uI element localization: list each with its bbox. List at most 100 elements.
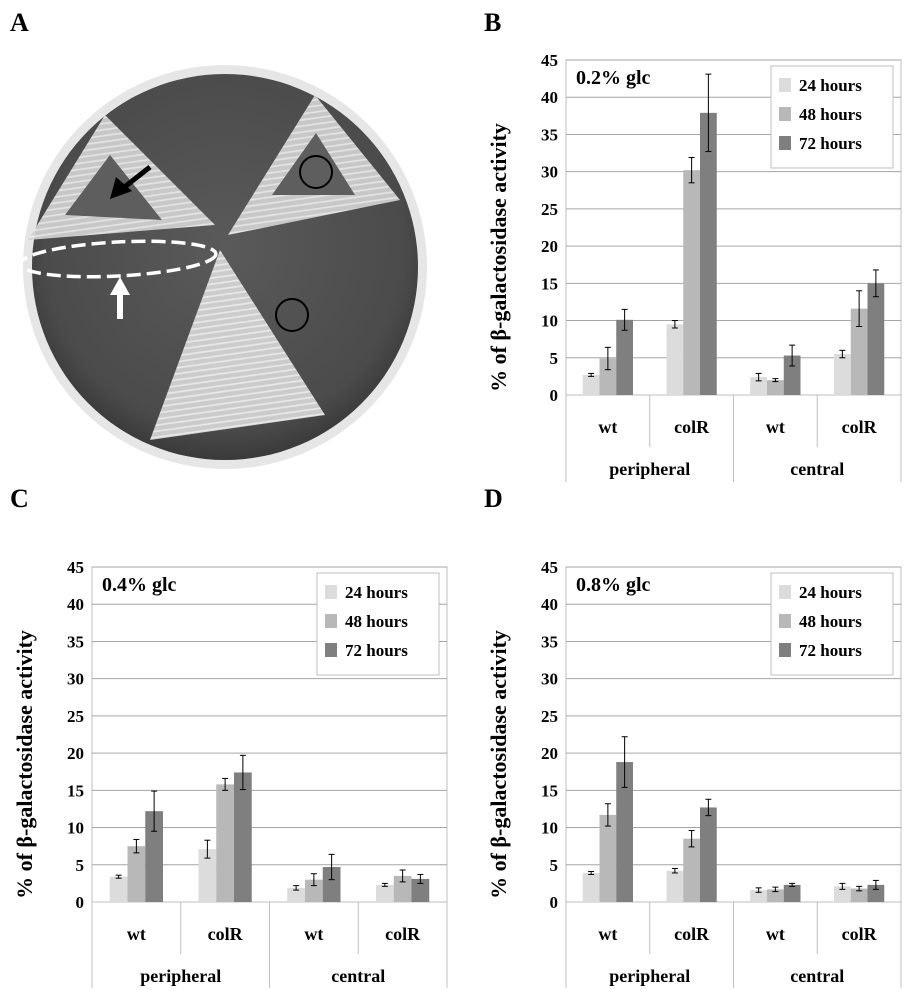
x-tick-label: wt <box>304 924 323 944</box>
x-tick-label: wt <box>766 417 785 437</box>
legend-swatch <box>325 643 337 657</box>
group-label: peripheral <box>609 966 690 986</box>
bar <box>783 355 801 395</box>
bar <box>145 811 163 902</box>
legend-swatch <box>779 643 791 657</box>
bar <box>700 112 717 395</box>
chart-title: 0.8% glc <box>576 574 651 596</box>
bar <box>750 377 767 395</box>
panel-letter-c: C <box>10 484 29 513</box>
legend-label: 72 hours <box>799 641 862 660</box>
bar <box>666 870 684 902</box>
y-tick-label: 25 <box>541 200 558 219</box>
chart-c: 0 5 10 15 20 25 30 35 40 45 % of β-galactosidase a… <box>12 558 448 988</box>
legend-swatch <box>779 585 791 599</box>
x-tick-label: colR <box>674 417 710 437</box>
sample-circle-top <box>299 155 333 189</box>
y-tick-label: 20 <box>541 744 558 763</box>
y-tick-label: 40 <box>541 88 558 107</box>
y-tick-label: 15 <box>541 781 558 800</box>
y-tick-label: 5 <box>550 856 559 875</box>
bar <box>411 878 430 902</box>
bar <box>850 308 868 395</box>
panel-letter-d: D <box>484 484 503 513</box>
legend-label: 24 hours <box>799 76 862 95</box>
y-tick-label: 25 <box>67 707 84 726</box>
legend-swatch <box>779 614 791 628</box>
x-tick-label: colR <box>842 924 878 944</box>
legend-label: 24 hours <box>345 583 408 602</box>
bar <box>109 876 128 902</box>
legend-swatch <box>325 585 337 599</box>
y-tick-label: 0 <box>550 893 559 912</box>
petri-dish-photo <box>10 55 440 485</box>
x-tick-label: wt <box>127 924 146 944</box>
chart-b: 0 5 10 15 20 25 30 35 40 45 % of β-galactosidase a… <box>486 51 902 482</box>
y-tick-label: 5 <box>550 349 559 368</box>
bar <box>616 762 633 902</box>
bar <box>700 807 717 902</box>
group-label: peripheral <box>140 966 221 986</box>
group-label: central <box>790 459 844 479</box>
bar <box>127 846 146 902</box>
y-tick-label: 40 <box>541 595 558 614</box>
chart-title: 0.2% glc <box>576 67 651 89</box>
legend-swatch <box>779 78 791 92</box>
bar <box>767 889 784 902</box>
y-axis-label: % of β-galactosidase activity <box>486 123 511 392</box>
bar <box>582 872 600 902</box>
streak-right-inner <box>272 133 355 195</box>
bar <box>750 890 767 902</box>
y-tick-label: 35 <box>541 632 558 651</box>
legend-swatch <box>779 136 791 150</box>
y-tick-label: 45 <box>67 558 84 577</box>
legend-label: 72 hours <box>345 641 408 660</box>
y-tick-label: 25 <box>541 707 558 726</box>
panel-letter-b: B <box>484 8 502 37</box>
x-tick-label: wt <box>598 924 617 944</box>
group-label: central <box>331 966 385 986</box>
y-tick-label: 10 <box>541 312 558 331</box>
black-arrow-shaft <box>120 165 152 191</box>
legend-swatch <box>779 107 791 121</box>
bar <box>376 884 394 902</box>
bar <box>683 170 700 395</box>
y-tick-label: 5 <box>76 856 85 875</box>
chart-d: 0 5 10 15 20 25 30 35 40 45 % of β-galactosidase a… <box>486 558 902 988</box>
bar <box>850 888 868 902</box>
x-tick-label: colR <box>208 924 244 944</box>
y-tick-label: 30 <box>67 670 84 689</box>
bar <box>666 324 684 395</box>
bar <box>582 374 600 395</box>
legend-label: 24 hours <box>799 583 862 602</box>
y-tick-label: 45 <box>541 51 558 70</box>
x-tick-label: wt <box>598 417 617 437</box>
bar <box>599 814 617 902</box>
black-arrow-head <box>110 177 132 199</box>
legend-label: 48 hours <box>345 612 408 631</box>
legend-label: 72 hours <box>799 134 862 153</box>
bar <box>683 838 700 902</box>
y-tick-label: 30 <box>541 163 558 182</box>
bar <box>834 886 851 902</box>
y-tick-label: 0 <box>76 893 85 912</box>
dashed-ellipse <box>18 239 218 279</box>
y-axis-label: % of β-galactosidase activity <box>486 630 511 899</box>
x-tick-label: colR <box>842 417 878 437</box>
bar <box>322 867 341 902</box>
bar <box>393 875 412 902</box>
bar <box>287 887 305 902</box>
y-tick-label: 20 <box>67 744 84 763</box>
y-tick-label: 20 <box>541 237 558 256</box>
legend-box <box>770 572 894 676</box>
legend-box <box>316 572 440 676</box>
bar <box>767 380 784 395</box>
bar <box>234 772 252 902</box>
group-label: peripheral <box>609 459 690 479</box>
y-tick-label: 40 <box>67 595 84 614</box>
legend-box <box>770 65 894 169</box>
y-axis-label: % of β-galactosidase activity <box>12 630 37 899</box>
bar <box>599 358 617 395</box>
bar <box>834 354 851 395</box>
petri-dish-drawing <box>18 65 427 469</box>
